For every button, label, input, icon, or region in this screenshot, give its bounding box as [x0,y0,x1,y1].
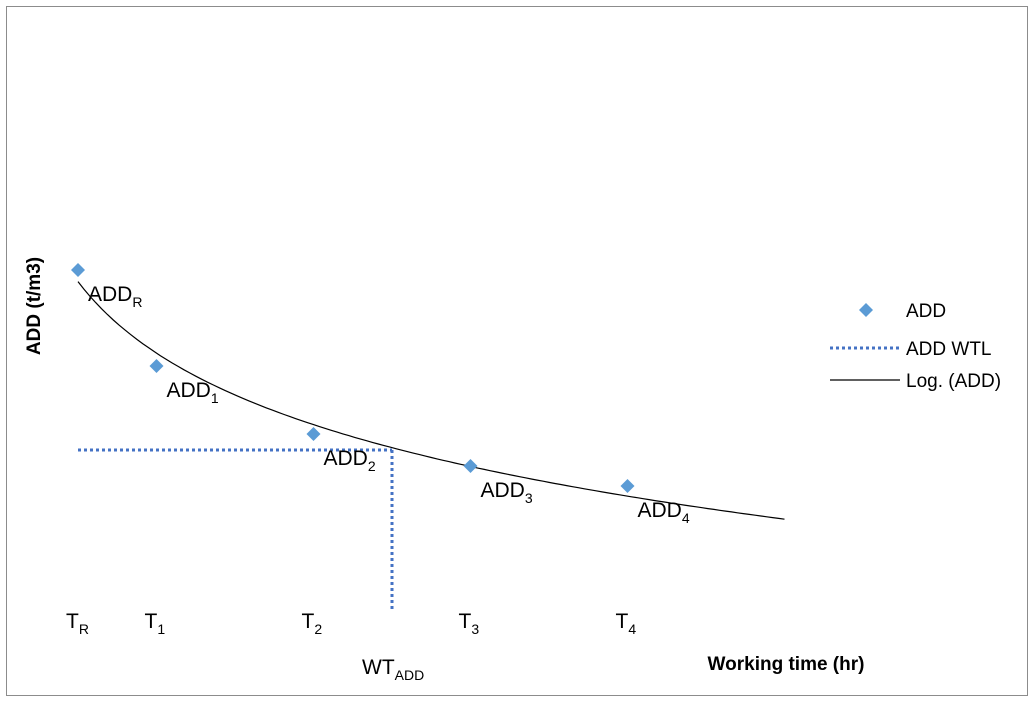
data-label-4: ADD4 [638,499,690,526]
data-point-2 [306,427,321,441]
x-tick-4: T4 [616,610,637,637]
data-point-4 [620,479,635,493]
legend-label-wtl: ADD WTL [906,339,992,360]
x-axis-title: Working time (hr) [708,654,865,675]
label-layer: ADDR ADD1 ADD2 ADD3 ADD4 [88,283,690,526]
data-point-3 [463,459,478,473]
x-tick-2: T2 [302,610,323,637]
legend-label-add: ADD [906,301,946,322]
y-axis-title: ADD (t/m3) [24,257,45,355]
x-tick-wt-add: WTADD [362,656,424,683]
data-label-2: ADD2 [324,447,376,474]
trend-layer [77,281,785,520]
x-tick-r: TR [66,610,89,637]
x-tick-1: T1 [145,610,166,637]
legend-marker-add [859,303,873,317]
data-label-3: ADD3 [481,479,533,506]
log-trend-line [77,281,785,520]
legend-label-log: Log. (ADD) [906,371,1001,392]
data-label-1: ADD1 [167,379,219,406]
tick-layer: TR T1 T2 T3 T4 WTADD [66,610,636,683]
data-point-1 [149,359,164,373]
x-tick-3: T3 [459,610,480,637]
wtl-layer [78,448,394,610]
data-label-r: ADDR [88,283,142,310]
chart-frame [6,6,1028,696]
legend: ADD ADD WTL Log. (ADD) [830,301,1001,392]
point-layer [71,263,635,493]
data-point-r [71,263,85,277]
